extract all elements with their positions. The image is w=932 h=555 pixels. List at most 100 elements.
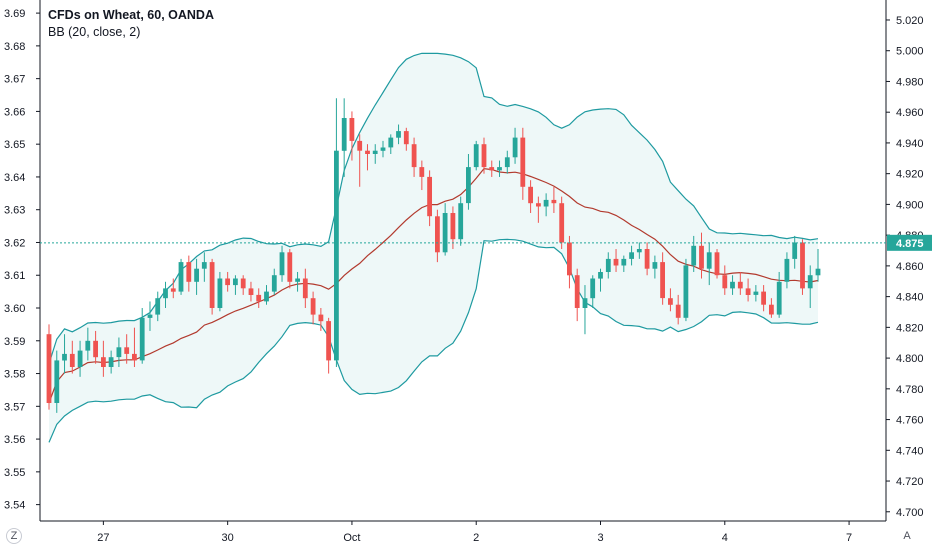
basis-line [48,167,819,404]
candle-body [147,314,153,318]
candle-body [411,144,417,168]
candle-body [668,298,673,305]
candle [295,271,300,292]
candle-body [644,249,650,269]
candle-body [722,275,728,289]
candle [598,268,603,292]
candle [761,285,766,312]
candle-body [349,118,355,141]
candle-body [504,157,510,168]
zoom-button[interactable]: Z [6,528,22,544]
candle [62,334,67,374]
candle [302,268,308,309]
candle-body [598,272,603,279]
right-tick-label: 4.980 [896,76,924,88]
candle-body [318,314,324,322]
candle [466,154,471,210]
candle [108,350,114,374]
candle [77,340,83,377]
x-tick-label: 30 [222,532,234,544]
candle-body [357,140,363,151]
candle-body [341,118,347,151]
candle-body [699,245,704,269]
candle-body [155,298,161,315]
candle-body [706,252,712,269]
candle [85,327,91,361]
candle-body [233,278,238,286]
candle-body [396,131,401,138]
candle-body [163,288,168,299]
right-tick-label: 4.940 [896,138,924,150]
candle [46,324,52,410]
candle-body [365,150,370,154]
candle [54,350,60,413]
candle [147,301,153,331]
candle-body [691,245,697,266]
candle-body [473,144,479,168]
left-tick-label: 3.56 [4,434,25,446]
symbol-title: CFDs on Wheat, 60, OANDA [48,8,214,22]
band-fill [49,53,818,443]
candle [279,245,285,282]
candle-body [132,353,137,361]
lower-band-line [48,238,819,443]
candle-body [683,265,689,318]
candle-body [178,262,184,292]
candle-body [753,291,759,295]
candle [411,137,417,177]
chart-legend: CFDs on Wheat, 60, OANDA BB (20, close, … [48,7,214,41]
autoscale-button[interactable]: A [903,530,911,542]
candle-body [520,137,526,187]
left-tick-label: 3.64 [4,172,25,184]
right-tick-label: 5.000 [896,46,924,58]
candle-body [201,262,207,269]
candle [792,235,798,269]
left-tick-label: 3.62 [4,237,25,249]
candle-body [652,262,658,269]
candle-body [271,275,277,292]
candle [807,265,813,309]
candle-body [287,252,293,282]
candle-body [372,150,378,154]
candle [233,275,238,295]
candle [574,268,580,322]
right-tick-label: 4.760 [896,415,924,427]
candle [815,249,821,282]
right-tick-label: 5.020 [896,15,924,27]
candle-body [613,258,619,266]
candle [497,160,502,177]
indicator-label: BB (20, close, 2) [48,25,141,39]
right-tick-label: 4.700 [896,507,924,519]
candle-body [225,278,230,286]
candle-body [442,213,448,253]
candle-body [326,321,331,361]
candle [699,232,704,279]
candle [396,124,401,145]
candle [101,340,106,377]
candle [256,288,262,309]
candle-body [124,347,130,354]
candle [504,150,510,174]
candle-body [528,186,533,204]
candle-body [380,147,386,151]
candle-body [543,199,549,207]
candle-body [559,203,565,243]
last-price-label: 4.875 [896,238,924,250]
candle-body [792,242,798,259]
candle [334,98,339,367]
candle-body [450,213,456,240]
candle [776,271,782,318]
x-tick-label: 2 [473,532,479,544]
candle [512,127,518,164]
candle-body [776,281,782,315]
x-tick-label: 27 [97,532,109,544]
candle [769,298,774,318]
candle-body [116,347,122,358]
candle-body [310,298,316,315]
candle [644,242,650,276]
candle-body [737,281,743,289]
candle [458,196,464,246]
candle-body [427,176,432,217]
